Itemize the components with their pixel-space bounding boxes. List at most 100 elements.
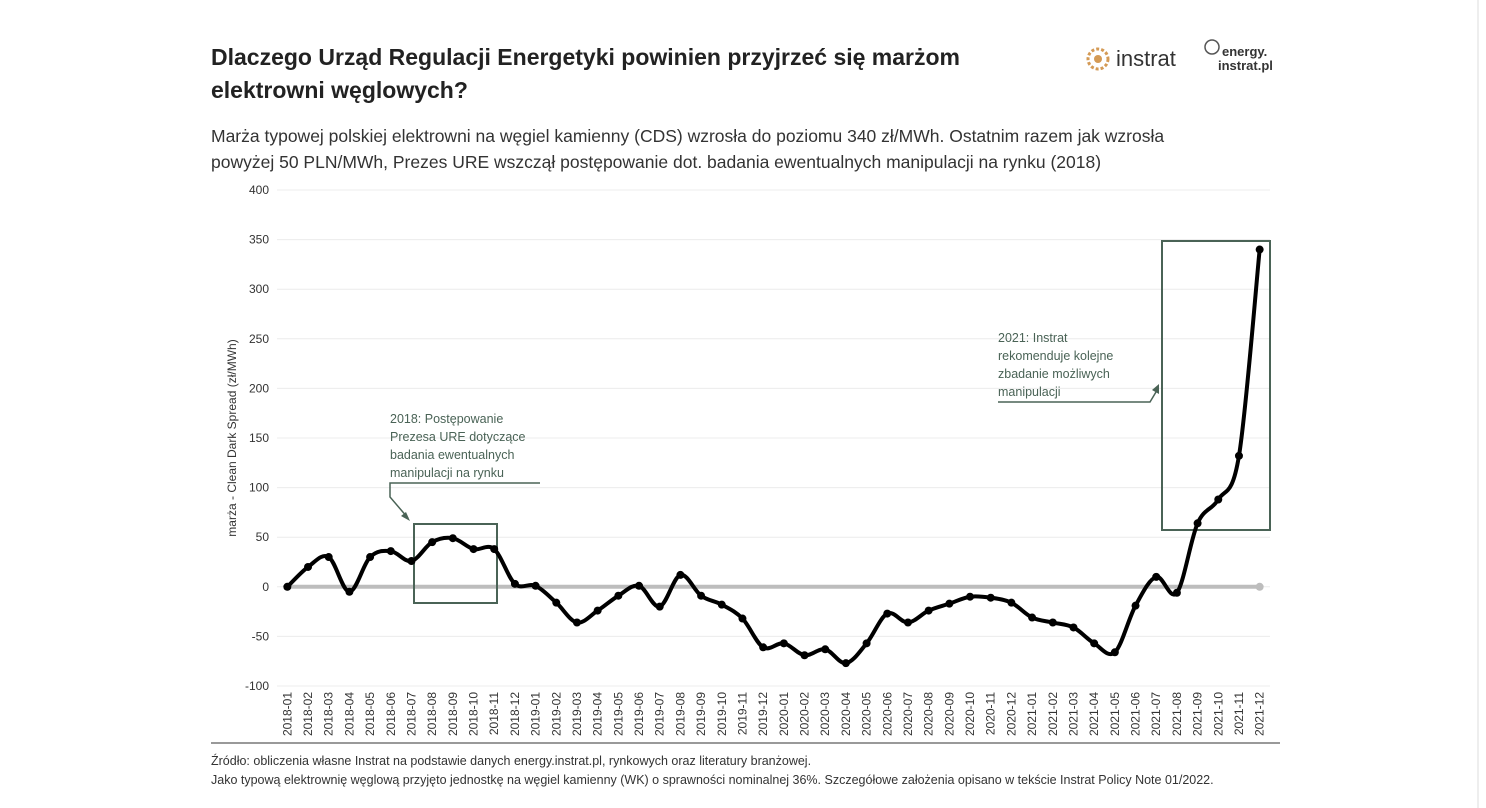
x-tick-label: 2019-10 [715,692,729,736]
x-tick-label: 2020-04 [839,692,853,736]
y-tick-label: 50 [256,530,270,544]
data-point [924,606,933,615]
data-point [1028,613,1037,622]
x-tick-label: 2018-07 [404,692,418,736]
x-tick-label: 2018-01 [280,692,294,736]
chart-subtitle: powyżej 50 PLN/MWh, Prezes URE wszczął p… [211,152,1101,172]
data-point [386,547,395,556]
x-tick-label: 2020-05 [860,692,874,736]
annotation: manipulacji na rynku [390,466,504,480]
annotation: manipulacji [998,385,1061,399]
data-point [903,618,912,627]
data-point [448,534,457,543]
data-point [717,600,726,609]
y-tick-label: 150 [249,431,269,445]
y-tick-label: 200 [249,381,269,395]
data-point [1090,639,1099,648]
x-tick-label: 2021-08 [1170,692,1184,736]
logo-icon [1086,47,1110,71]
x-tick-label: 2021-01 [1025,692,1039,736]
data-point [593,606,602,615]
y-tick-label: 0 [262,580,269,594]
x-tick-label: 2019-09 [694,692,708,736]
data-point [676,570,685,579]
data-point [1048,618,1057,627]
x-tick-label: 2019-08 [673,692,687,736]
x-tick-label: 2021-03 [1066,692,1080,736]
x-tick-label: 2021-10 [1211,692,1225,736]
annotation-box [1161,240,1271,531]
data-point [490,545,499,554]
x-tick-label: 2020-11 [984,692,998,735]
data-point [1152,572,1161,581]
data-point [469,545,478,554]
data-point [572,618,581,627]
data-point [883,609,892,618]
data-point [1007,598,1016,607]
x-tick-label: 2019-12 [756,692,770,736]
data-point [366,553,375,562]
data-point [862,639,871,648]
y-tick-label: 350 [249,233,269,247]
logo-icon [1204,39,1220,55]
data-point [759,643,768,652]
x-tick-label: 2021-02 [1046,692,1060,736]
data-point [428,538,437,547]
data-point [614,591,623,600]
data-point [1069,623,1078,632]
annotation-arrow [998,391,1157,403]
data-point [1131,601,1140,610]
annotation-arrow-head [401,512,410,521]
data-point [510,579,519,588]
data-point [800,651,809,660]
data-point [531,581,540,590]
data-point [1214,495,1223,504]
data-point [283,582,292,591]
x-tick-label: 2019-11 [735,692,749,735]
y-tick-label: -50 [252,629,270,643]
y-tick-label: 100 [249,481,269,495]
annotation: Prezesa URE dotyczące [390,430,526,444]
x-tick-label: 2020-06 [880,692,894,736]
data-point [1110,648,1119,657]
x-tick-label: 2019-04 [591,692,605,736]
x-tick-label: 2020-01 [777,692,791,736]
x-tick-label: 2019-02 [549,692,563,736]
data-point [552,598,561,607]
data-point [986,593,995,602]
chart-title: Dlaczego Urząd Regulacji Energetyki powi… [211,44,960,70]
x-tick-label: 2018-05 [363,692,377,736]
data-point [345,587,354,596]
data-point [945,599,954,608]
x-tick-label: 2020-09 [942,692,956,736]
x-tick-label: 2021-06 [1129,692,1143,736]
zero-line-end [1255,582,1264,591]
annotation: badania ewentualnych [390,448,514,462]
x-tick-label: 2021-04 [1087,692,1101,736]
data-point [1172,588,1181,597]
data-point [697,591,706,600]
data-point [1234,451,1243,460]
x-tick-label: 2020-08 [922,692,936,736]
annotation-arrow-head [1152,384,1159,394]
annotation: 2018: Postępowanie [390,412,503,426]
chart-subtitle: Marża typowej polskiej elektrowni na węg… [211,126,1164,146]
logo-text: energy. [1222,44,1267,59]
x-tick-label: 2021-05 [1108,692,1122,736]
logo-text: instrat.pl [1218,58,1273,73]
annotation-arrow [389,482,540,519]
footnote: Źródło: obliczenia własne Instrat na pod… [211,753,811,768]
y-tick-label: -100 [245,679,269,693]
x-tick-label: 2018-04 [342,692,356,736]
x-tick-label: 2020-12 [1004,692,1018,736]
x-tick-label: 2020-10 [963,692,977,736]
logo-instrat [1086,47,1110,71]
y-axis-label: marża - Clean Dark Spread (zł/MWh) [225,339,239,536]
x-tick-label: 2018-10 [467,692,481,736]
data-point [966,592,975,601]
logo-text: instrat [1116,46,1176,71]
logo-icon [1094,55,1102,63]
x-tick-label: 2021-12 [1253,692,1267,736]
